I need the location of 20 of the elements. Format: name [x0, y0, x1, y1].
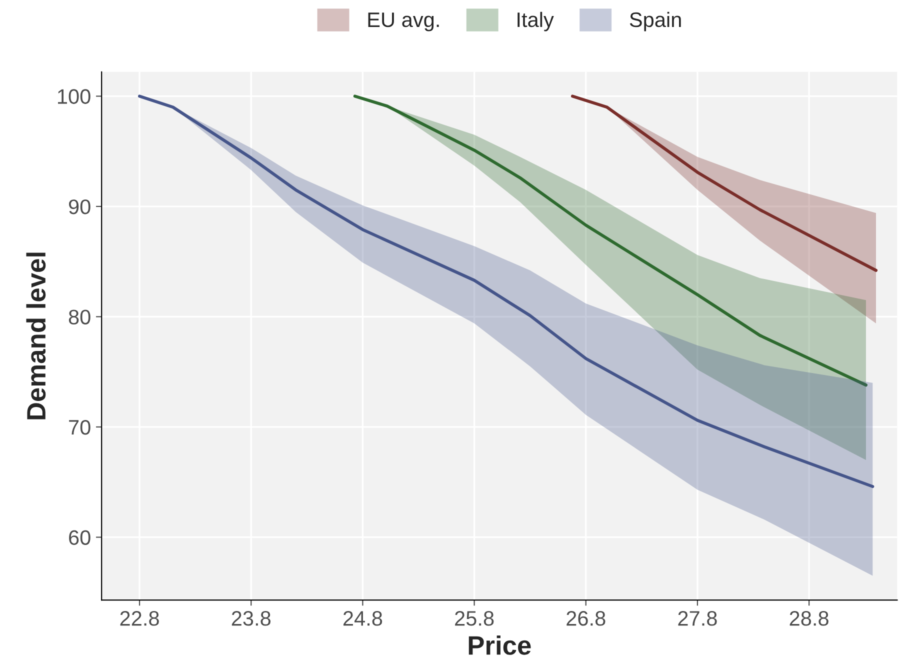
x-tick-label: 22.8	[120, 611, 159, 626]
legend-label: EU avg.	[368, 12, 439, 32]
x-axis-title: Price	[468, 635, 531, 655]
line-series	[353, 94, 868, 387]
y-tick-label: 90	[68, 199, 90, 214]
line-series	[138, 94, 874, 488]
legend-label: Italy	[518, 12, 554, 32]
y-tick-label: 80	[68, 310, 90, 324]
y-tick-label: 100	[58, 89, 90, 104]
legend-label: Spain	[630, 12, 681, 32]
x-tick-label: 27.8	[678, 611, 717, 626]
y-axis-title: Demand level	[26, 252, 46, 420]
y-tick-label: 60	[69, 530, 90, 545]
x-tick-label: 28.8	[790, 611, 828, 626]
x-tick-label: 26.8	[566, 611, 606, 626]
x-tick-label: 24.8	[343, 611, 382, 626]
y-tick-label: 70	[69, 420, 90, 435]
line-series	[570, 94, 878, 272]
x-tick-label: 23.8	[232, 611, 270, 626]
x-tick-label: 25.8	[455, 611, 494, 626]
